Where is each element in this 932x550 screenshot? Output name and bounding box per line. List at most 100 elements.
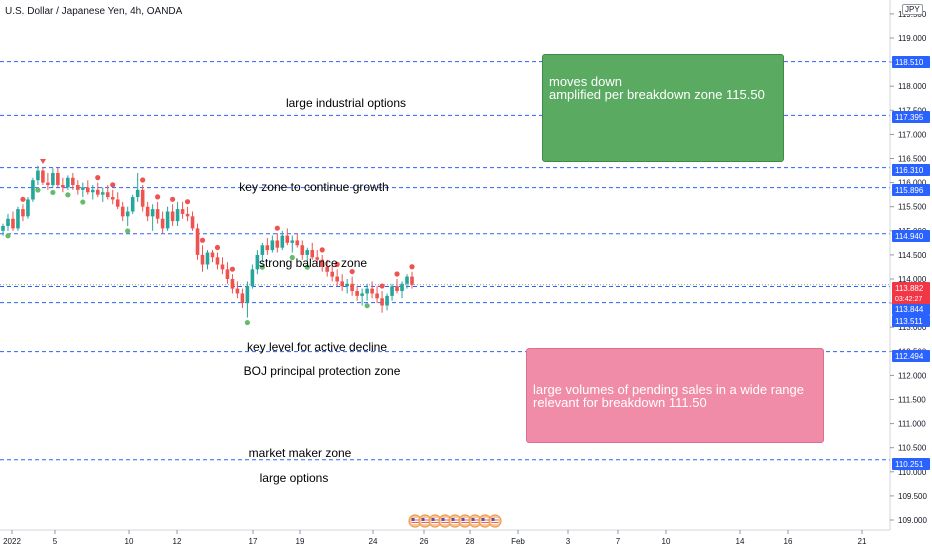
candle[interactable] [115, 192, 120, 210]
candle[interactable] [61, 177, 65, 193]
candle[interactable] [160, 211, 165, 234]
candle[interactable] [400, 281, 404, 299]
candle[interactable] [250, 264, 255, 289]
candle[interactable] [200, 245, 205, 272]
us-flag-icon[interactable] [408, 514, 422, 528]
pink-note-box[interactable]: large volumes of pending sales in a wide… [526, 348, 824, 443]
candle[interactable] [405, 274, 409, 289]
candle[interactable] [230, 274, 235, 294]
us-flag-icon[interactable] [488, 514, 502, 528]
candle[interactable] [345, 279, 349, 294]
price-level-tag[interactable]: 113.844 [892, 303, 930, 315]
candle[interactable] [255, 250, 260, 275]
candle[interactable] [21, 204, 25, 222]
candle[interactable] [110, 189, 115, 205]
candle[interactable] [225, 262, 230, 284]
candle[interactable] [290, 235, 295, 253]
candle[interactable] [140, 185, 145, 212]
candle[interactable] [135, 172, 140, 202]
candle[interactable] [355, 286, 359, 301]
candle[interactable] [385, 293, 389, 311]
candle[interactable] [215, 252, 220, 270]
candle[interactable] [220, 257, 225, 275]
candle[interactable] [330, 264, 334, 282]
candle[interactable] [120, 201, 125, 222]
candle[interactable] [130, 194, 135, 214]
currency-badge[interactable]: JPY [902, 4, 923, 15]
candle[interactable] [295, 233, 300, 248]
candle[interactable] [1, 223, 5, 236]
candle[interactable] [125, 206, 130, 226]
candle[interactable] [265, 238, 270, 255]
candle[interactable] [245, 281, 250, 318]
price-level-tag[interactable]: 112.494 [892, 350, 930, 362]
candle[interactable] [325, 259, 330, 277]
candle[interactable] [11, 211, 15, 231]
price-level-tag[interactable]: 116.310 [892, 164, 930, 176]
candle[interactable] [335, 269, 339, 287]
price-level-tag[interactable]: 114.940 [892, 230, 930, 242]
candle[interactable] [90, 185, 95, 200]
candle[interactable] [145, 201, 150, 222]
candle[interactable] [340, 274, 344, 292]
candle[interactable] [31, 177, 35, 202]
candle[interactable] [190, 211, 195, 231]
candle[interactable] [410, 271, 414, 289]
candle[interactable] [270, 235, 275, 253]
candle[interactable] [360, 288, 364, 306]
candle[interactable] [260, 242, 265, 263]
price-level-tag[interactable]: 118.510 [892, 56, 930, 68]
candle[interactable] [320, 254, 325, 272]
candle[interactable] [76, 180, 80, 195]
price-level-tag[interactable]: 115.896 [892, 184, 930, 196]
candle[interactable] [95, 182, 100, 198]
candle[interactable] [365, 283, 369, 301]
candle[interactable] [240, 288, 245, 308]
us-flag-icon[interactable] [438, 514, 452, 528]
price-level-tag[interactable]: 117.395 [892, 111, 930, 123]
candle[interactable] [380, 291, 384, 313]
candle[interactable] [350, 276, 354, 296]
price-level-tag[interactable]: 113.511 [892, 315, 930, 327]
candle[interactable] [235, 281, 240, 299]
candle[interactable] [280, 230, 285, 251]
candle[interactable] [285, 228, 290, 246]
candle[interactable] [26, 197, 30, 219]
candle[interactable] [195, 223, 200, 260]
candle[interactable] [150, 204, 155, 231]
candle[interactable] [305, 247, 310, 263]
candle[interactable] [41, 168, 45, 186]
candle[interactable] [185, 206, 190, 222]
candle[interactable] [210, 250, 215, 263]
candle[interactable] [155, 201, 160, 224]
candle[interactable] [85, 180, 90, 195]
candle[interactable] [175, 201, 180, 226]
candle[interactable] [6, 213, 10, 231]
candle[interactable] [16, 206, 20, 231]
candle[interactable] [170, 204, 175, 226]
candle[interactable] [315, 250, 320, 265]
candle[interactable] [390, 283, 394, 301]
candle[interactable] [395, 279, 399, 294]
candle[interactable] [56, 168, 60, 188]
candle[interactable] [105, 185, 110, 200]
green-note-box[interactable]: moves down amplified per breakdown zone … [542, 54, 784, 162]
last-price-tag[interactable]: 113.882 03:42:27 [892, 282, 930, 304]
candle[interactable] [310, 242, 315, 260]
candle[interactable] [375, 286, 379, 304]
candle[interactable] [100, 187, 105, 202]
candle[interactable] [275, 233, 280, 253]
candle[interactable] [66, 175, 70, 190]
candle[interactable] [81, 182, 85, 198]
candle[interactable] [205, 250, 210, 270]
candle[interactable] [300, 240, 305, 260]
candle[interactable] [165, 206, 170, 231]
candle[interactable] [180, 201, 185, 219]
candle[interactable] [36, 165, 40, 186]
candle[interactable] [370, 281, 374, 299]
candle[interactable] [71, 172, 75, 190]
candle[interactable] [51, 168, 55, 188]
candle[interactable] [46, 172, 50, 190]
price-level-tag[interactable]: 110.251 [892, 458, 930, 470]
